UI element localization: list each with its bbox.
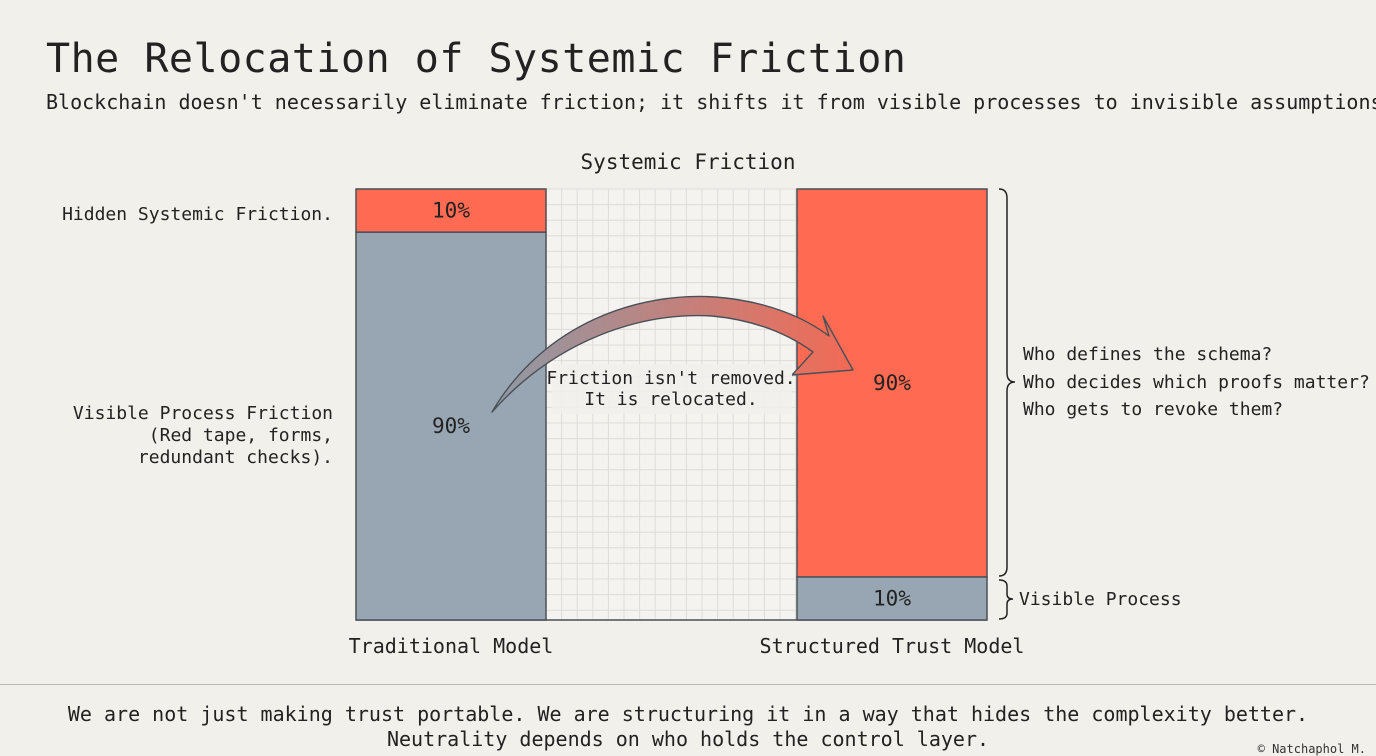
question-schema: Who defines the schema? xyxy=(1023,344,1272,365)
footer-divider xyxy=(0,684,1376,685)
label-visible-friction-line2: (Red tape, forms, xyxy=(149,425,333,446)
label-visible-friction-line1: Visible Process Friction xyxy=(73,403,333,424)
data-label-hidden-systemic-friction-2: 90% xyxy=(873,371,911,395)
bar-hidden-systemic-friction-1 xyxy=(355,188,547,233)
arrow-annotation-line1: Friction isn't removed. xyxy=(546,368,795,389)
data-label-visible-process-1: 90% xyxy=(432,414,470,438)
question-proofs: Who decides which proofs matter? xyxy=(1023,372,1370,393)
bar-visible-process-2 xyxy=(796,576,988,621)
bar-hidden-systemic-friction-2 xyxy=(796,188,988,578)
footer-line-2: Neutrality depends on who holds the cont… xyxy=(386,727,990,751)
arrow-annotation-line2: It is relocated. xyxy=(584,389,757,410)
page-title: The Relocation of Systemic Friction xyxy=(46,36,907,82)
label-visible-process: Visible Process xyxy=(1019,589,1182,610)
brace-visible-icon xyxy=(998,579,1014,620)
data-label-visible-process-2: 10% xyxy=(873,586,911,610)
page-subtitle: Blockchain doesn't necessarily eliminate… xyxy=(46,90,1376,114)
label-hidden-systemic-friction: Hidden Systemic Friction. xyxy=(62,204,333,225)
footer: We are not just making trust portable. W… xyxy=(0,702,1376,752)
relocation-arrow-icon xyxy=(491,295,854,413)
footer-line-1: We are not just making trust portable. W… xyxy=(67,702,1309,726)
question-revoke: Who gets to revoke them? xyxy=(1023,399,1283,420)
label-visible-friction-line3: redundant checks). xyxy=(138,447,333,468)
stacked-bar-chart: Systemic Friction 90% 10% Traditional Mode… xyxy=(62,150,1370,658)
category-label-1: Traditional Model xyxy=(349,634,554,658)
chart-title: Systemic Friction xyxy=(581,150,796,174)
category-label-2: Structured Trust Model xyxy=(760,634,1025,658)
bar-visible-process-1 xyxy=(355,231,547,621)
brace-hidden-icon xyxy=(998,188,1016,577)
credit: © Natchaphol M. xyxy=(1257,742,1366,756)
bars: 90% 10% Traditional Model 10% 90% Structured … xyxy=(349,188,1025,658)
data-label-hidden-systemic-friction-1: 10% xyxy=(432,199,470,223)
